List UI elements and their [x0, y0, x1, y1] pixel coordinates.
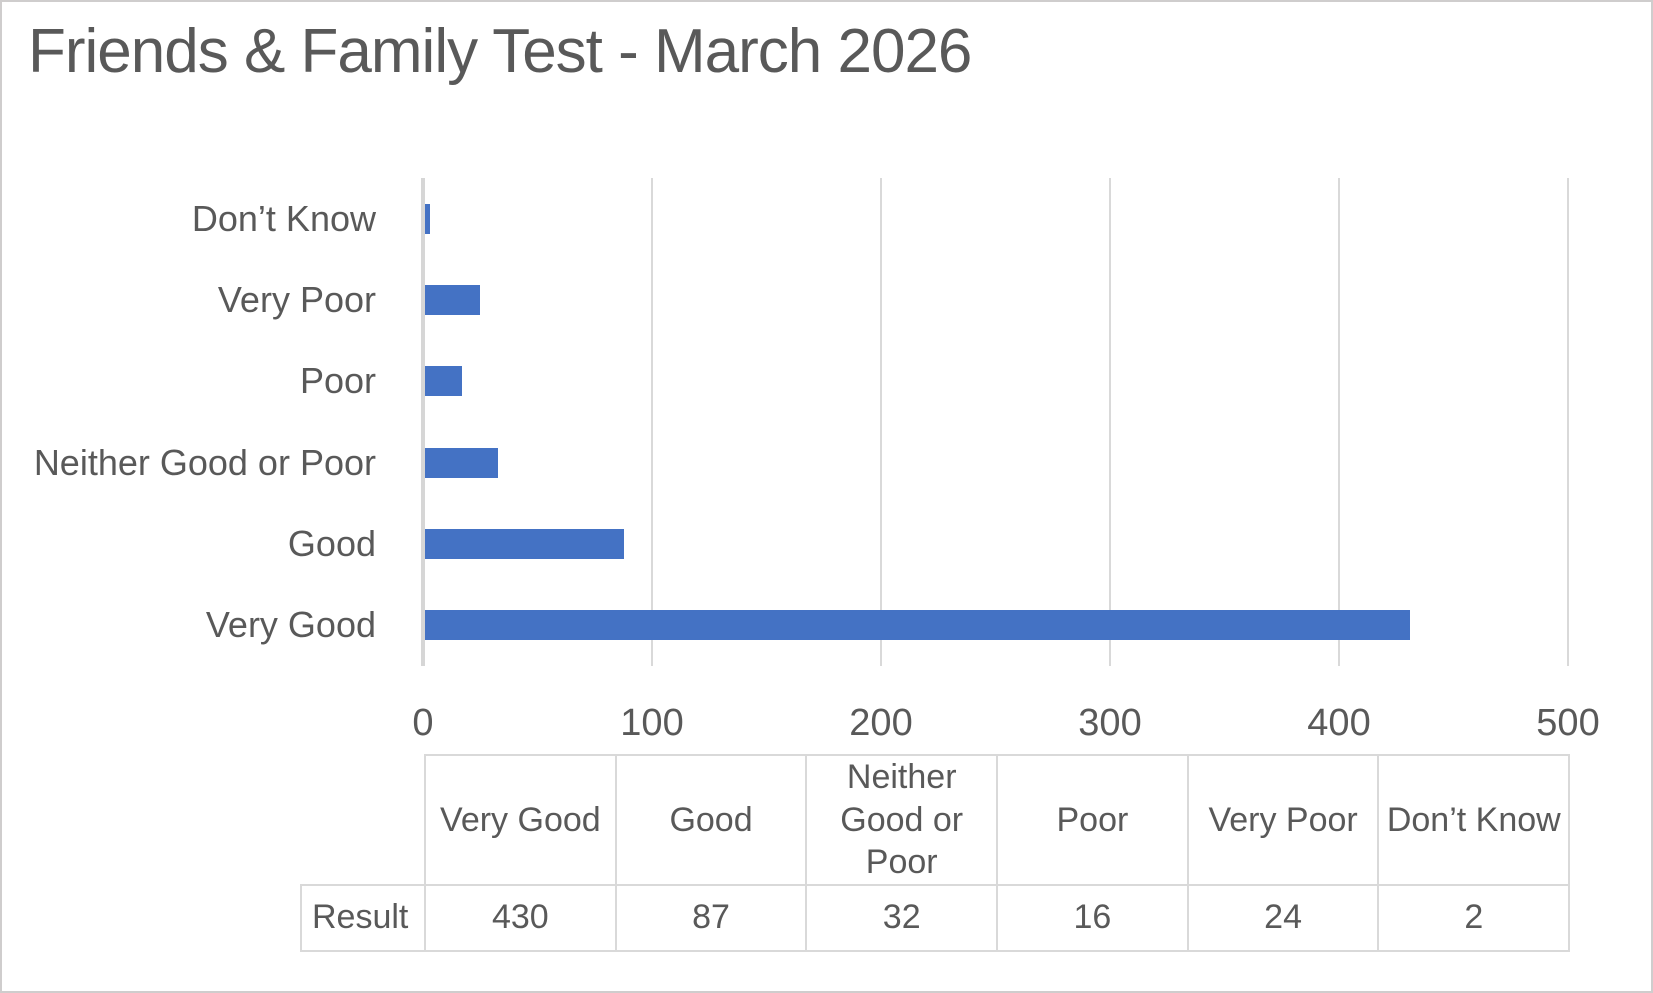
- x-tick-label-200: 200: [849, 702, 913, 744]
- gridline-500: [1567, 178, 1569, 666]
- table-header-neither-good-or-poor: Neither Good or Poor: [805, 754, 999, 886]
- table-value-very-good: 430: [424, 883, 617, 952]
- table-header-poor: Poor: [996, 754, 1189, 886]
- table-value-poor: 16: [996, 883, 1189, 952]
- x-tick-label-500: 500: [1536, 702, 1600, 744]
- table-header-good: Good: [614, 754, 808, 886]
- x-tick-label-300: 300: [1078, 702, 1142, 744]
- category-label-good: Good: [287, 523, 376, 564]
- category-axis-line: [421, 178, 425, 666]
- bar-neither-good-or-poor: [425, 447, 499, 478]
- category-label-very-good: Very Good: [205, 604, 376, 646]
- category-label-very-poor: Very Poor: [217, 279, 376, 320]
- chart-title: Friends & Family Test - March 2026: [28, 17, 972, 86]
- gridline-300: [1109, 178, 1111, 666]
- table-corner-cell: [301, 755, 425, 885]
- category-label-neither-good-or-poor: Neither Good or Poor: [33, 441, 376, 483]
- x-tick-label-0: 0: [412, 702, 434, 744]
- table-value-very-poor: 24: [1186, 883, 1380, 952]
- bar-very-poor: [425, 285, 480, 315]
- chart-data-table: Very Good Good Neither Good or Poor Poor Ver…: [300, 754, 1571, 952]
- table-header-don-t-know: Don’t Know: [1377, 754, 1571, 886]
- category-label-poor: Poor: [299, 360, 376, 402]
- x-tick-label-100: 100: [620, 702, 684, 744]
- gridline-400: [1338, 178, 1340, 666]
- x-tick-label-400: 400: [1307, 702, 1371, 744]
- bar-don-t-know: [425, 203, 430, 234]
- category-label-don-t-know: Don’t Know: [191, 197, 376, 239]
- gridline-200: [880, 178, 882, 666]
- table-value-good: 87: [614, 883, 808, 952]
- table-header-very-good: Very Good: [424, 754, 617, 886]
- gridline-100: [651, 178, 653, 666]
- table-value-neither-good-or-poor: 32: [805, 883, 999, 952]
- bar-good: [425, 529, 625, 559]
- table-row-label-result: Result: [300, 883, 426, 952]
- bar-poor: [425, 366, 462, 397]
- table-value-don-t-know: 2: [1377, 883, 1571, 952]
- bar-very-good: [425, 610, 1410, 641]
- table-header-very-poor: Very Poor: [1186, 754, 1380, 886]
